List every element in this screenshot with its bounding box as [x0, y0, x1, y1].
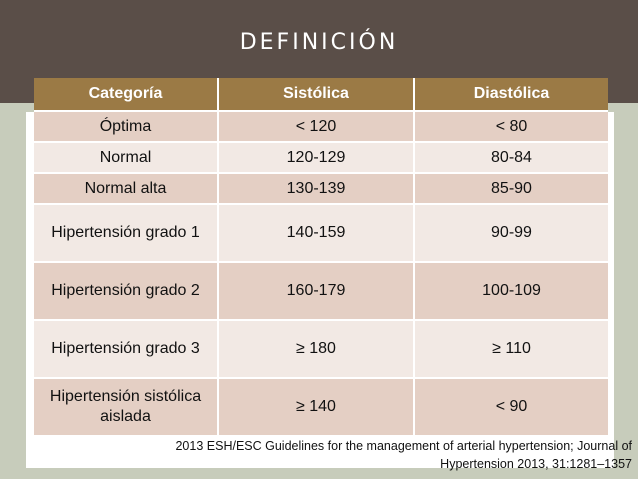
category-cell: Normal alta	[34, 173, 219, 205]
category-cell: Hipertensión grado 2	[34, 262, 219, 321]
header-diastolic: Diastólica	[414, 78, 608, 112]
systolic-cell: < 120	[218, 111, 415, 143]
systolic-cell: 160-179	[218, 262, 415, 321]
systolic-cell: 130-139	[218, 173, 415, 205]
systolic-cell: ≥ 140	[218, 378, 415, 437]
table-row: Normal alta 130-139 85-90	[34, 173, 608, 205]
systolic-cell: ≥ 180	[218, 320, 415, 379]
diastolic-cell: ≥ 110	[414, 320, 608, 379]
diastolic-cell: 90-99	[414, 204, 608, 263]
systolic-cell: 120-129	[218, 142, 415, 174]
table-row: Hipertensión grado 2 160-179 100-109	[34, 262, 608, 321]
diastolic-cell: < 90	[414, 378, 608, 437]
citation: 2013 ESH/ESC Guidelines for the manageme…	[60, 437, 632, 473]
slide-title: DEFINICIÓN	[239, 30, 399, 55]
diastolic-cell: 80-84	[414, 142, 608, 174]
category-cell: Hipertensión grado 3	[34, 320, 219, 379]
table-row: Óptima < 120 < 80	[34, 111, 608, 143]
table-row: Hipertensión sistólica aislada ≥ 140 < 9…	[34, 378, 608, 437]
header-category: Categoría	[34, 78, 219, 112]
table-header-row: Categoría Sistólica Diastólica	[34, 78, 608, 112]
header-systolic: Sistólica	[218, 78, 415, 112]
category-cell: Óptima	[34, 111, 219, 143]
citation-line-1: 2013 ESH/ESC Guidelines for the manageme…	[175, 439, 632, 453]
table-row: Hipertensión grado 3 ≥ 180 ≥ 110	[34, 320, 608, 379]
table-row: Hipertensión grado 1 140-159 90-99	[34, 204, 608, 263]
diastolic-cell: < 80	[414, 111, 608, 143]
diastolic-cell: 100-109	[414, 262, 608, 321]
category-cell: Normal	[34, 142, 219, 174]
category-cell: Hipertensión grado 1	[34, 204, 219, 263]
citation-line-2: Hypertension 2013, 31:1281–1357	[440, 457, 632, 471]
bp-classification-table: Categoría Sistólica Diastólica Óptima < …	[34, 78, 608, 437]
systolic-cell: 140-159	[218, 204, 415, 263]
table-row: Normal 120-129 80-84	[34, 142, 608, 174]
diastolic-cell: 85-90	[414, 173, 608, 205]
category-cell: Hipertensión sistólica aislada	[34, 378, 219, 437]
